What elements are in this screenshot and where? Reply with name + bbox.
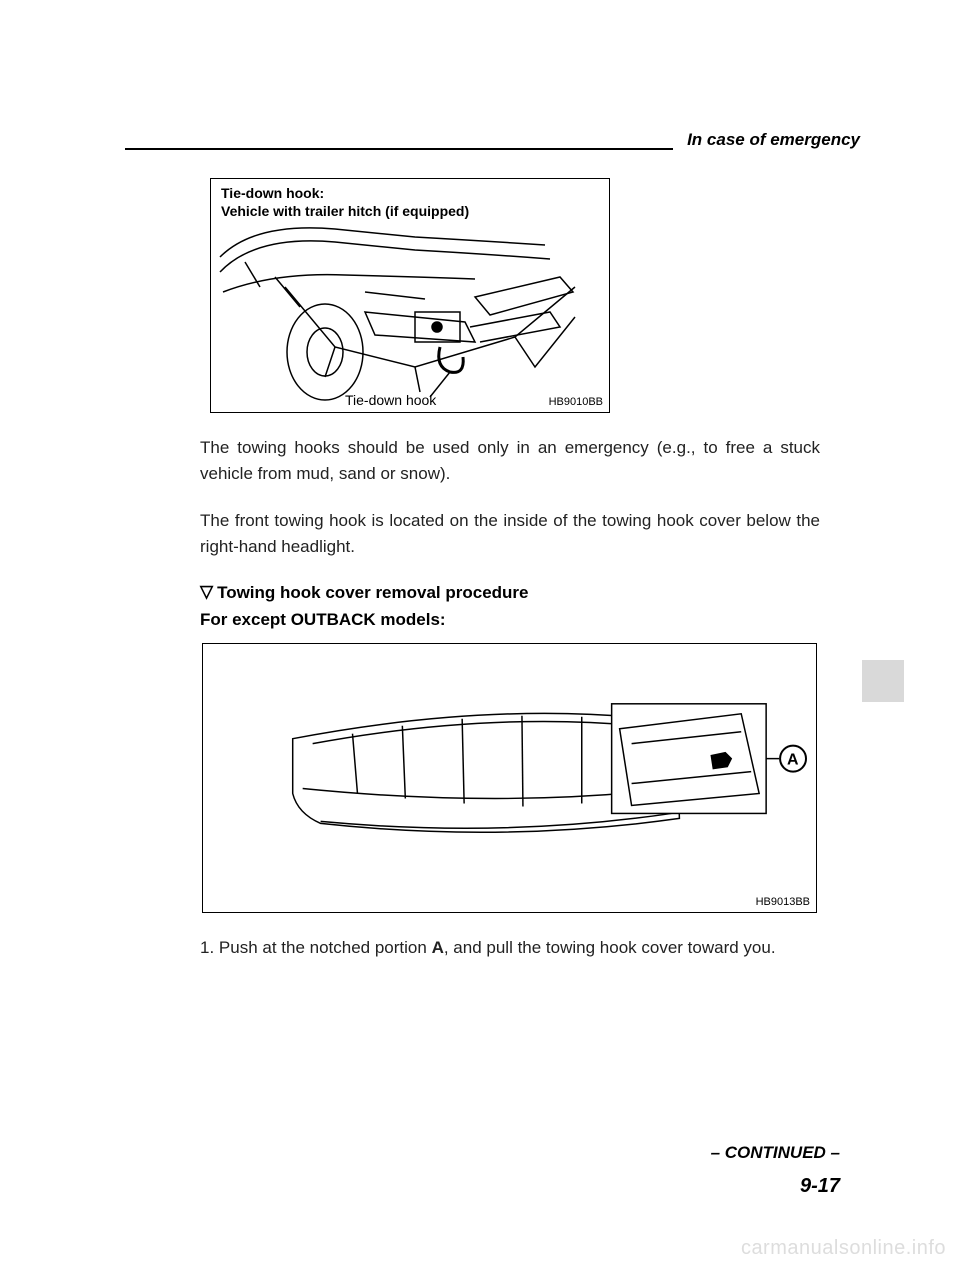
subhead-line2: For except OUTBACK models: <box>200 610 446 629</box>
figure2-illustration: A <box>203 644 816 913</box>
watermark: carmanualsonline.info <box>741 1237 946 1260</box>
header-rule <box>125 148 673 150</box>
section-title: In case of emergency <box>673 130 860 150</box>
page-number: 9-17 <box>711 1175 840 1198</box>
figure2-id: HB9013BB <box>756 896 810 908</box>
manual-page: In case of emergency Tie-down hook: Vehi… <box>0 0 960 1268</box>
subhead-line1: Towing hook cover removal procedure <box>217 583 528 602</box>
paragraph-2: The front towing hook is located on the … <box>200 508 820 561</box>
header-row: In case of emergency <box>125 130 860 150</box>
figure-cover-removal: A HB9013BB <box>202 643 817 913</box>
figure1-id: HB9010BB <box>549 396 603 408</box>
triangle-bullet-icon: ▽ <box>200 579 213 605</box>
continued-label: – CONTINUED – <box>711 1143 840 1163</box>
figure2-label-a: A <box>787 752 799 769</box>
figure1-illustration: Tie-down hook <box>215 217 605 407</box>
thumb-tab <box>862 660 904 702</box>
page-footer: – CONTINUED – 9-17 <box>711 1143 840 1198</box>
step1-suffix: , and pull the towing hook cover toward … <box>444 938 776 957</box>
paragraph-1: The towing hooks should be used only in … <box>200 435 820 488</box>
figure-tie-down-hook: Tie-down hook: Vehicle with trailer hitc… <box>210 178 610 413</box>
figure1-callout: Tie-down hook <box>345 392 437 407</box>
step1-bold: A <box>432 938 444 957</box>
step1-prefix: 1. Push at the notched portion <box>200 938 432 957</box>
step-1: 1. Push at the notched portion A, and pu… <box>200 935 820 961</box>
content-column: Tie-down hook: Vehicle with trailer hitc… <box>200 178 820 981</box>
subheading: ▽Towing hook cover removal procedure For… <box>200 580 820 633</box>
figure1-title: Tie-down hook: Vehicle with trailer hitc… <box>221 185 469 220</box>
figure1-title-line1: Tie-down hook: <box>221 185 324 201</box>
